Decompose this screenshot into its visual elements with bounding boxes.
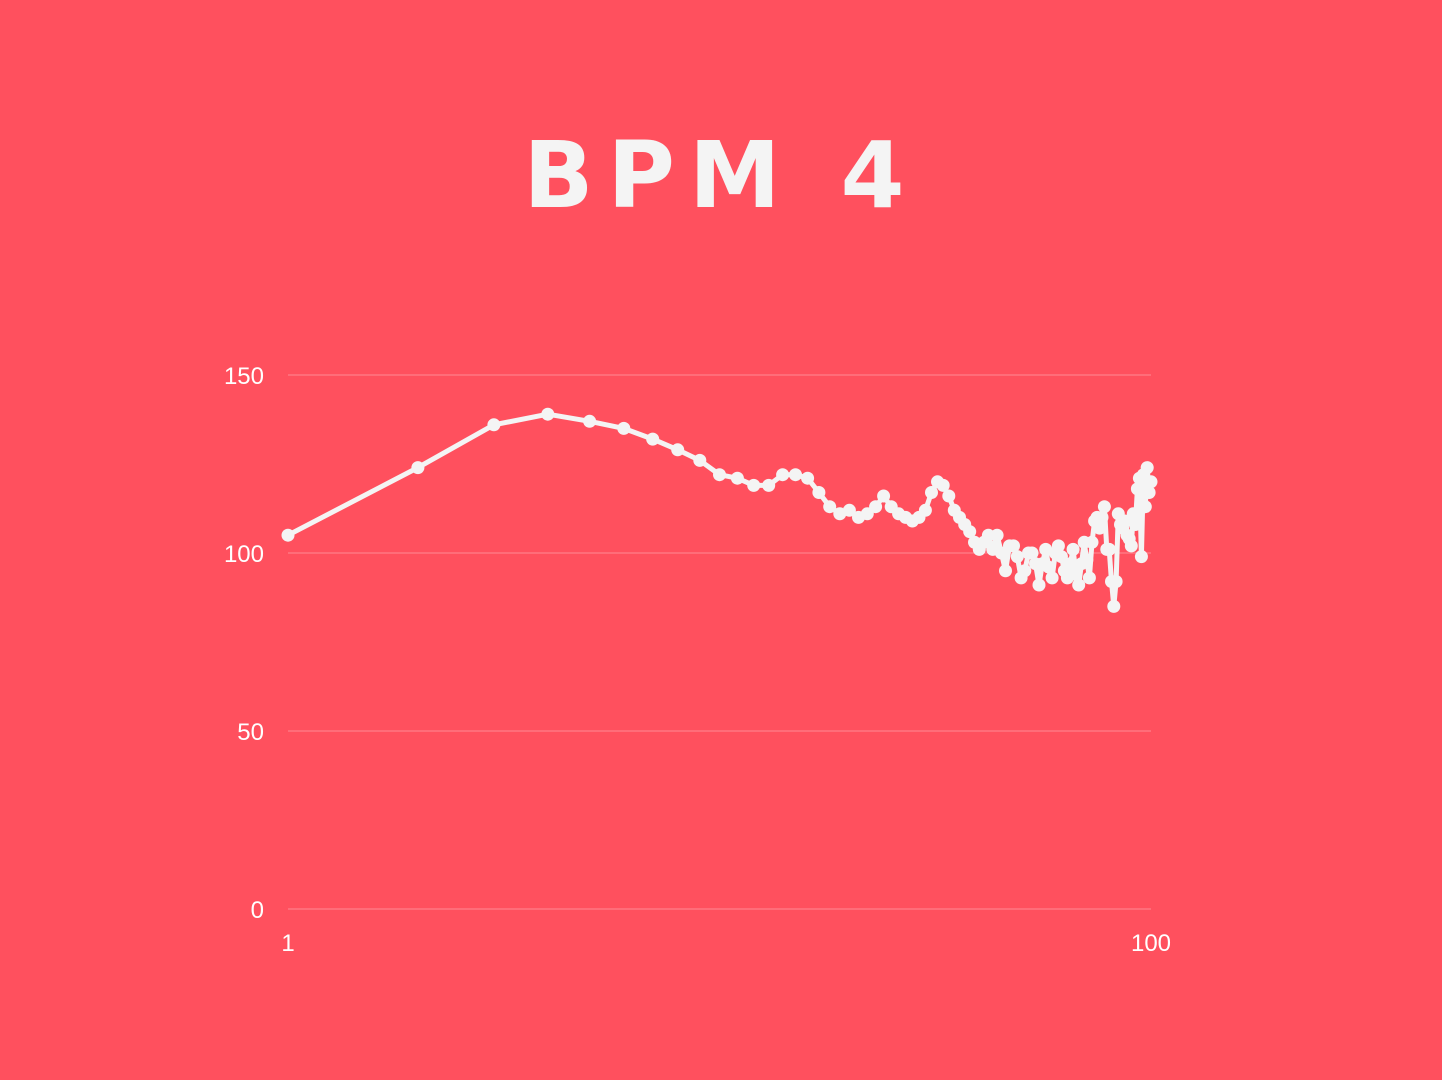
- data-point: [671, 443, 685, 457]
- data-point: [762, 478, 776, 492]
- x-tick-label: 100: [1131, 930, 1171, 957]
- data-point: [999, 564, 1012, 578]
- chart-title: BPM 4: [523, 122, 919, 229]
- data-point: [713, 468, 726, 482]
- data-point: [1134, 550, 1148, 564]
- x-axis-ticks: 1 100: [281, 930, 1171, 957]
- y-tick-label: 50: [237, 719, 264, 746]
- data-point: [1010, 550, 1024, 564]
- data-point: [1051, 539, 1065, 553]
- data-point: [1054, 550, 1068, 564]
- data-point: [1138, 500, 1152, 514]
- y-axis-ticks: 0 50 100 150: [224, 363, 264, 924]
- y-tick-label: 0: [251, 897, 264, 924]
- data-point: [617, 421, 631, 435]
- data-point: [1140, 461, 1154, 475]
- data-point: [1042, 560, 1056, 574]
- y-tick-label: 100: [224, 541, 264, 568]
- data-point: [1069, 567, 1083, 581]
- data-point: [1107, 599, 1121, 613]
- bpm-series: [281, 407, 1158, 613]
- data-point: [812, 486, 826, 499]
- data-point: [541, 407, 555, 421]
- data-point: [877, 489, 891, 503]
- gridlines: [288, 374, 1151, 910]
- data-point: [1144, 475, 1158, 489]
- data-point: [1018, 564, 1032, 578]
- data-point: [1126, 507, 1140, 521]
- data-point: [646, 432, 660, 446]
- data-point: [411, 461, 425, 475]
- data-point: [1142, 486, 1156, 499]
- data-point: [1097, 500, 1111, 514]
- data-point: [1095, 510, 1109, 524]
- data-point: [918, 503, 932, 517]
- data-point: [1130, 482, 1144, 496]
- data-point: [583, 414, 597, 428]
- data-point: [1124, 539, 1138, 553]
- y-tick-label: 150: [224, 363, 264, 390]
- data-point: [842, 503, 856, 517]
- data-point: [936, 478, 950, 492]
- data-point: [990, 528, 1004, 542]
- data-point: [1063, 557, 1077, 571]
- data-point: [1102, 542, 1116, 556]
- data-point: [1128, 518, 1142, 531]
- data-point: [823, 500, 837, 514]
- data-point: [789, 468, 802, 482]
- data-point: [730, 471, 744, 485]
- data-point: [1032, 578, 1046, 592]
- data-point: [1045, 571, 1059, 585]
- data-point: [487, 418, 501, 432]
- data-point: [1082, 571, 1096, 585]
- data-point: [1109, 575, 1123, 588]
- data-point: [1080, 553, 1094, 567]
- x-tick-label: 1: [281, 930, 294, 957]
- data-point: [281, 528, 295, 542]
- data-point: [776, 468, 790, 482]
- data-point: [963, 525, 977, 539]
- data-point: [1093, 521, 1107, 535]
- data-point: [1007, 539, 1020, 553]
- data-point: [1072, 578, 1086, 592]
- data-point: [1085, 535, 1099, 549]
- data-point: [869, 500, 883, 514]
- data-point: [747, 478, 761, 492]
- data-point: [925, 486, 938, 499]
- data-point: [942, 489, 956, 503]
- data-point: [1025, 546, 1039, 560]
- data-point: [693, 453, 707, 467]
- data-point: [1066, 542, 1080, 556]
- data-point: [801, 471, 815, 485]
